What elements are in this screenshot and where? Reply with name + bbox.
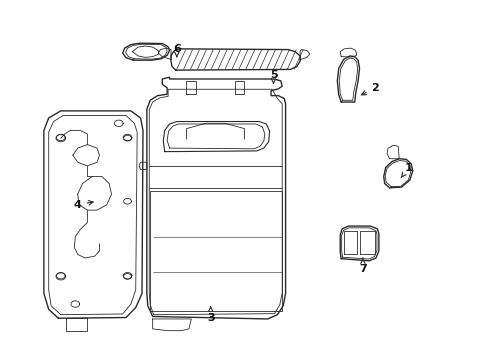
Text: 5: 5: [269, 71, 277, 84]
Text: 2: 2: [361, 83, 378, 95]
Text: 3: 3: [206, 307, 214, 323]
Text: 7: 7: [358, 258, 366, 274]
Text: 1: 1: [400, 163, 412, 177]
Text: 4: 4: [74, 200, 93, 210]
Text: 6: 6: [173, 44, 181, 57]
